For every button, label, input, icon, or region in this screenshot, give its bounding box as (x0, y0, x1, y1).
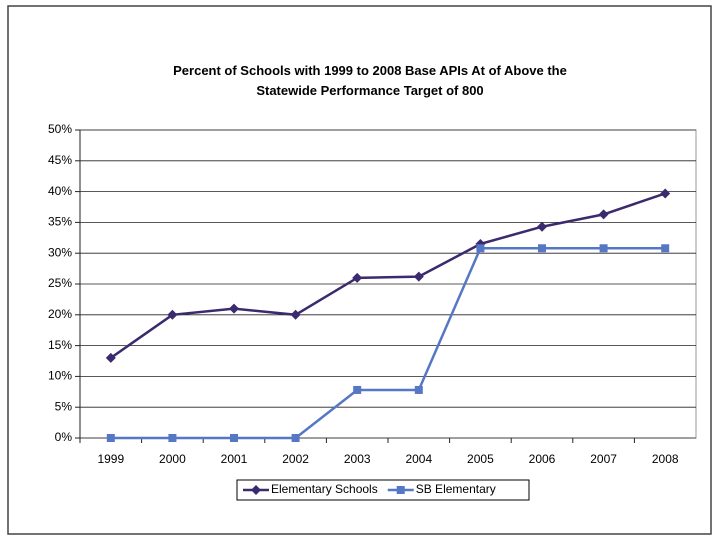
x-tick-label: 2001 (221, 452, 248, 466)
point-marker (538, 244, 546, 253)
point-marker (290, 309, 301, 320)
y-tick-label: 40% (48, 184, 72, 198)
legend-label: Elementary Schools (271, 482, 378, 496)
y-tick-label: 25% (48, 276, 72, 290)
point-marker (413, 271, 424, 282)
y-tick-label: 30% (48, 245, 72, 259)
y-tick-label: 5% (55, 399, 73, 413)
point-marker (537, 221, 547, 232)
point-marker (396, 486, 405, 494)
chart-title: Percent of Schools with 1999 to 2008 Bas… (173, 63, 567, 98)
point-marker (599, 244, 608, 253)
point-marker (251, 485, 261, 495)
y-tick-label: 35% (48, 215, 72, 229)
title-line: Statewide Performance Target of 800 (256, 83, 483, 98)
point-marker (291, 434, 300, 442)
point-marker (168, 434, 177, 442)
point-marker (660, 188, 671, 199)
point-marker (167, 309, 178, 320)
y-tick-label: 45% (48, 153, 72, 167)
x-tick-label: 2007 (590, 452, 617, 466)
point-marker (598, 209, 609, 220)
y-tick-label: 10% (48, 369, 72, 383)
x-tick-label: 1999 (97, 452, 124, 466)
point-marker (414, 385, 423, 394)
legend-label: SB Elementary (416, 482, 496, 496)
point-marker (230, 434, 238, 442)
x-tick-label: 2000 (159, 452, 186, 466)
point-marker (106, 434, 115, 442)
y-tick-label: 0% (55, 430, 73, 444)
series-line (110, 247, 666, 440)
y-tick-label: 15% (48, 338, 72, 352)
point-marker (476, 244, 485, 253)
x-tick-label: 2002 (282, 452, 309, 466)
x-tick-label: 2008 (652, 452, 679, 466)
point-marker (105, 352, 116, 363)
title-line: Percent of Schools with 1999 to 2008 Bas… (173, 63, 567, 78)
x-tick-label: 2003 (344, 452, 371, 466)
point-marker (661, 244, 670, 253)
point-marker (353, 385, 362, 394)
y-tick-label: 20% (48, 307, 72, 321)
x-tick-label: 2005 (467, 452, 494, 466)
point-marker (352, 272, 363, 283)
point-marker (229, 303, 239, 314)
x-tick-label: 2006 (529, 452, 556, 466)
x-tick-label: 2004 (405, 452, 432, 466)
series-line (110, 192, 666, 359)
y-tick-label: 50% (48, 122, 72, 136)
legend-box (236, 479, 530, 501)
